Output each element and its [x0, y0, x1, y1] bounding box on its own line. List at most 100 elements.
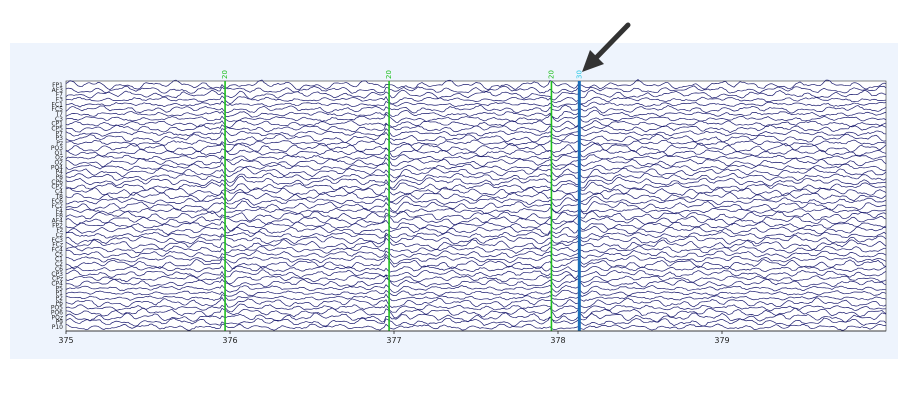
channel-label[interactable]: P9	[56, 319, 64, 326]
channel-label[interactable]: PO6	[51, 309, 63, 316]
channel-label[interactable]: CP2	[51, 184, 63, 191]
channel-label[interactable]: AF3	[52, 87, 64, 94]
channel-trace	[65, 166, 887, 179]
channel-label[interactable]: P10	[52, 324, 63, 331]
channel-traces	[65, 79, 887, 331]
channel-trace	[65, 161, 887, 173]
channel-label[interactable]: F3	[56, 97, 63, 104]
channel-label[interactable]: FC4	[52, 247, 64, 254]
channel-trace	[65, 128, 887, 137]
channel-trace	[65, 225, 887, 236]
channel-label[interactable]: P5	[56, 285, 64, 292]
channel-trace	[65, 210, 887, 222]
channel-label[interactable]: FCz	[52, 242, 63, 249]
channel-trace	[65, 253, 887, 265]
channel-label[interactable]: FC3	[52, 237, 64, 244]
channel-trace	[65, 89, 887, 101]
channel-label[interactable]: FC2	[52, 203, 64, 210]
channel-label[interactable]: C4	[55, 188, 63, 195]
channel-label[interactable]: FP2	[52, 222, 63, 229]
channel-trace	[65, 312, 887, 323]
channel-label[interactable]: C3	[55, 116, 63, 123]
channel-trace	[65, 296, 887, 309]
channel-label[interactable]: Oz	[55, 155, 63, 162]
channel-trace	[65, 85, 887, 94]
x-tick-label: 379	[714, 336, 729, 345]
channel-trace	[65, 256, 887, 270]
channel-label[interactable]: P1	[56, 290, 64, 297]
channel-trace	[65, 123, 887, 134]
channel-trace	[65, 79, 887, 90]
plot-area[interactable]	[65, 80, 887, 332]
x-tick-label: 375	[58, 336, 73, 345]
channel-label[interactable]: P3	[56, 135, 64, 142]
channel-label[interactable]: FC5	[52, 106, 64, 113]
channel-label[interactable]: CP1	[51, 121, 63, 128]
channel-label[interactable]: T7	[55, 111, 64, 118]
channel-trace	[65, 323, 886, 331]
channel-label[interactable]: CP5	[51, 126, 63, 133]
channel-trace	[65, 316, 887, 327]
channel-label[interactable]: PO5	[51, 305, 63, 312]
time-axis: 375 376 377 378 379	[58, 330, 886, 345]
event-type-label: 30	[575, 70, 583, 79]
channel-trace	[65, 109, 887, 119]
channel-label[interactable]: C1	[55, 256, 63, 263]
channel-label[interactable]: PO3	[51, 145, 63, 152]
channel-trace	[65, 249, 887, 259]
event-type-label: 20	[221, 70, 229, 79]
channel-label[interactable]: F4	[56, 208, 63, 215]
channel-label[interactable]: Cz	[56, 232, 63, 239]
channel-trace	[65, 231, 887, 239]
channel-trace	[65, 195, 887, 208]
channel-label[interactable]: T8	[55, 193, 64, 200]
channel-label[interactable]: CP3	[51, 271, 63, 278]
channel-label[interactable]: P8	[56, 174, 64, 181]
channel-trace	[65, 289, 887, 297]
channel-label[interactable]: C5	[55, 251, 63, 258]
channel-label[interactable]: O1	[54, 150, 63, 157]
channel-trace	[65, 104, 887, 114]
event-type-label: 20	[385, 70, 393, 79]
channel-label[interactable]: PO4	[51, 164, 63, 171]
channel-trace	[65, 234, 887, 245]
eeg-plot[interactable]: FP1AF3F7F3FC1FC5T7C3CP1CP5P7P3PzPO3O1OzO…	[10, 43, 898, 359]
channel-trace	[65, 191, 887, 203]
channel-trace	[65, 147, 887, 158]
channel-trace	[65, 186, 887, 197]
channel-label[interactable]: O2	[54, 159, 63, 166]
channel-label[interactable]: CP6	[51, 179, 63, 186]
channel-trace	[65, 219, 887, 232]
channel-label[interactable]: P4	[56, 169, 64, 176]
channel-trace	[65, 303, 887, 314]
channel-label[interactable]: C6	[55, 266, 63, 273]
channel-trace	[65, 207, 887, 215]
eeg-scroll-viewer[interactable]: FP1 AF3 F7 F3 FC1 FC5 T7 C3 CP1 CP5 P7 P3 Pz PO3 O1 Oz O…	[10, 43, 898, 359]
channel-trace	[65, 284, 887, 294]
channel-label[interactable]: F8	[56, 213, 63, 220]
channel-trace	[65, 245, 887, 254]
channel-trace	[65, 237, 887, 250]
channel-label[interactable]: POz	[52, 314, 64, 321]
channel-trace	[65, 269, 887, 279]
channel-label[interactable]: CP4	[51, 280, 63, 287]
channel-trace	[65, 157, 887, 168]
channel-label[interactable]: AF4	[52, 218, 64, 225]
channel-label[interactable]: Pz	[56, 140, 63, 147]
channel-label[interactable]: F7	[56, 92, 63, 99]
channel-label[interactable]: Fz	[56, 227, 63, 234]
x-tick-label: 377	[386, 336, 401, 345]
channel-labels: FP1AF3F7F3FC1FC5T7C3CP1CP5P7P3PzPO3O1OzO…	[51, 82, 63, 331]
channel-trace	[65, 100, 887, 108]
channel-label[interactable]: FC6	[52, 198, 64, 205]
channel-label[interactable]: C2	[55, 261, 63, 268]
channel-label[interactable]: FC1	[52, 101, 64, 108]
channel-label[interactable]: CPz	[52, 276, 63, 283]
x-tick-label: 376	[222, 336, 237, 345]
channel-trace	[65, 113, 887, 123]
channel-label[interactable]: P2	[56, 295, 64, 302]
channel-label[interactable]: FP1	[52, 82, 63, 89]
channel-label[interactable]: P7	[56, 130, 64, 137]
channel-trace	[65, 274, 887, 285]
channel-label[interactable]: P6	[56, 300, 64, 307]
